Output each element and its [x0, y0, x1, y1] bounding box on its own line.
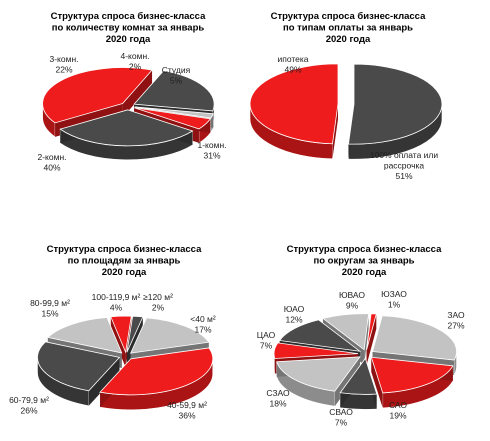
pie-slice-ЮЗАО: [366, 313, 377, 365]
slice-percent: 26%: [20, 406, 37, 416]
pie-slices: [249, 63, 443, 160]
slice-percent: 7%: [335, 418, 348, 428]
pie-slices: [37, 315, 214, 411]
slice-percent: 22%: [55, 65, 72, 75]
pie-slice-СВАО: [339, 357, 378, 410]
slice-label-≥120 м²: ≥120 м² 2%: [143, 292, 173, 313]
slice-percent: 36%: [178, 411, 195, 421]
slice-percent: 4%: [110, 303, 123, 313]
slice-label-СЗАО: СЗАО 18%: [266, 388, 290, 409]
chart-title: Структура спроса бизнес-класса по типам о…: [271, 11, 426, 45]
slice-label-<40 м²: <40 м² 17%: [190, 314, 216, 335]
slice-label-ЗАО: ЗАО 27%: [447, 310, 465, 331]
pie-chart-2: Структура спроса бизнес-класса по типам о…: [249, 11, 443, 181]
pie-chart-1: Структура спроса бизнес-класса по количес…: [38, 11, 227, 173]
pie-slices: [273, 313, 457, 410]
slice-percent: 31%: [203, 151, 220, 161]
pie-slice-ипотека: [249, 63, 339, 160]
slice-percent: 51%: [395, 171, 412, 181]
slice-label-100% оплата или рассрочка: 100% оплата или рассрочка 51%: [370, 150, 439, 181]
slice-percent: 15%: [41, 309, 58, 319]
pie-slices: [42, 67, 215, 161]
slice-label-СВАО: СВАО 7%: [329, 407, 353, 428]
slice-label-ипотека: ипотека 49%: [277, 54, 308, 75]
slice-percent: 17%: [194, 325, 211, 335]
slice-label-3-комн.: 3-комн. 22%: [50, 54, 79, 75]
slice-percent: 2%: [129, 62, 142, 72]
slice-percent: 12%: [285, 315, 302, 325]
slice-label-ЮЗАО: ЮЗАО 1%: [381, 289, 407, 310]
slice-label-60-79,9 м²: 60-79,9 м² 26%: [9, 395, 49, 416]
slice-label-1-комн.: 1-комн. 31%: [198, 140, 227, 161]
slice-label-100-119,9 м²: 100-119,9 м² 4%: [92, 292, 141, 313]
pie-slice-САО: [370, 356, 454, 409]
pie-slice-100% оплата или рассрочка: [348, 63, 443, 160]
slice-percent: 49%: [284, 65, 301, 75]
slice-percent: 40%: [43, 163, 60, 173]
slice-label-Студия: Студия 5%: [162, 65, 191, 86]
slice-percent: 2%: [152, 303, 165, 313]
slice-label-ЮВАО: ЮВАО 9%: [339, 290, 365, 311]
slice-label-ЦАО: ЦАО 7%: [257, 330, 276, 351]
slice-label-2-комн.: 2-комн. 40%: [38, 152, 67, 173]
slice-percent: 7%: [260, 341, 273, 351]
slice-percent: 19%: [389, 411, 406, 421]
slice-label-80-99,9 м²: 80-99,9 м² 15%: [30, 298, 70, 319]
pie-chart-4: Структура спроса бизнес-класса по округам…: [257, 244, 465, 428]
chart-title: Структура спроса бизнес-класса по округам…: [287, 244, 442, 278]
slice-label-4-комн.: 4-комн. 2%: [121, 51, 150, 72]
slice-percent: 18%: [269, 399, 286, 409]
slice-percent: 5%: [170, 76, 183, 86]
slice-percent: 9%: [346, 301, 359, 311]
chart-title: Структура спроса бизнес-класса по количес…: [51, 11, 206, 45]
pie-slice-1-комн.: [59, 109, 194, 161]
slice-label-ЮАО: ЮАО 12%: [284, 304, 305, 325]
slice-percent: 1%: [388, 300, 401, 310]
chart-title: Структура спроса бизнес-класса по площадя…: [47, 244, 202, 278]
pie-slice-40-59,9 м²: [99, 347, 214, 411]
slice-label-40-59,9 м²: 40-59,9 м² 36%: [167, 400, 207, 421]
slice-percent: 27%: [447, 321, 464, 331]
pie-chart-3: Структура спроса бизнес-класса по площадя…: [9, 244, 216, 421]
slice-label-САО: САО 19%: [389, 400, 407, 421]
pie-slice-60-79,9 м²: [37, 341, 121, 407]
